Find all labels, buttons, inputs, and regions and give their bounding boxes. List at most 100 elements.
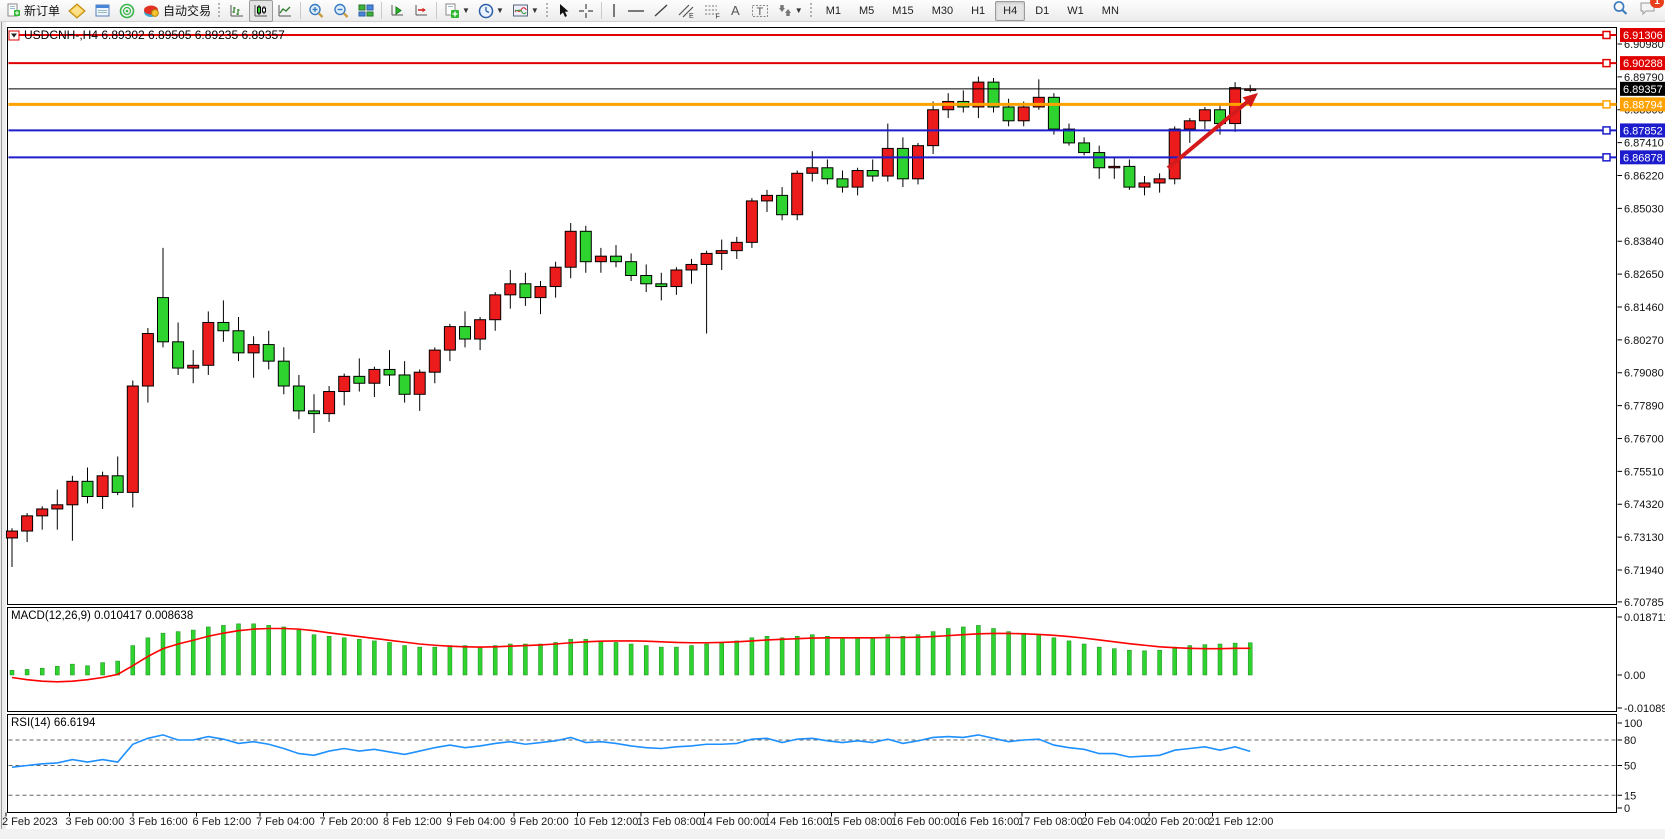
- macd-bar: [553, 642, 558, 676]
- fibonacci-button[interactable]: F: [699, 0, 725, 22]
- candle-bullish: [368, 368, 381, 384]
- price-badge-label: 6.90288: [1623, 58, 1663, 70]
- candle-bearish: [640, 275, 653, 285]
- search-icon[interactable]: [1612, 0, 1629, 21]
- periods-clock-icon: [478, 3, 494, 19]
- auto-scroll-icon: [389, 3, 405, 18]
- date-label: 6 Feb 12:00: [193, 816, 252, 828]
- candle-bullish: [761, 194, 773, 202]
- candle-bullish: [141, 333, 154, 387]
- candle-bearish: [217, 321, 230, 332]
- zoom-out-button[interactable]: [329, 0, 354, 22]
- candle-bullish: [912, 145, 924, 180]
- cursor-button[interactable]: [553, 0, 574, 22]
- timeframe-button-m1[interactable]: M1: [825, 4, 841, 17]
- candle-bullish: [66, 480, 79, 506]
- arrows-button[interactable]: ▼: [773, 0, 807, 22]
- new-order-button[interactable]: 新订单: [2, 0, 64, 22]
- candle-bearish: [1047, 96, 1060, 130]
- price-badge: [1620, 150, 1665, 165]
- rsi-tick-label: 100: [1624, 718, 1642, 730]
- template-button[interactable]: ▼: [508, 0, 543, 22]
- crosshair-button[interactable]: [574, 0, 598, 22]
- candle-bullish: [21, 515, 34, 532]
- auto-scroll-button[interactable]: [385, 0, 409, 22]
- timeframe-button-m15[interactable]: M15: [892, 4, 914, 17]
- cursor-icon: [557, 3, 570, 18]
- auto-trading-button[interactable]: 自动交易: [139, 0, 215, 22]
- price-tick-label: 6.86220: [1624, 170, 1664, 182]
- text-button[interactable]: A: [725, 0, 747, 22]
- timeframe-button-m30[interactable]: M30: [931, 4, 954, 17]
- equidistant-channel-button[interactable]: E: [673, 0, 699, 22]
- candle-bullish: [1138, 182, 1151, 188]
- text-icon: A: [729, 3, 743, 18]
- macd-bar: [945, 628, 951, 676]
- macd-bar: [976, 625, 981, 676]
- trendline-button[interactable]: [649, 0, 673, 22]
- notification-bubble-icon[interactable]: 1: [1639, 0, 1664, 21]
- macd-bar: [794, 636, 800, 676]
- price-tick-label: 6.85030: [1624, 203, 1664, 215]
- rsi-label: RSI(14) 66.6194: [11, 717, 96, 729]
- signals-button[interactable]: [115, 0, 139, 22]
- timeframe-button-w1[interactable]: W1: [1067, 4, 1084, 17]
- macd-tick-label: 0.00: [1624, 670, 1645, 682]
- marketwatch-button[interactable]: [64, 0, 90, 22]
- candle-bullish: [504, 283, 517, 296]
- timeframe-button-d1[interactable]: D1: [1035, 4, 1050, 17]
- toolbar-separator: [600, 2, 602, 19]
- candlestick-chart-button[interactable]: [249, 0, 274, 22]
- macd-bar: [477, 646, 483, 676]
- level-handle[interactable]: [1602, 126, 1611, 135]
- price-tick-label: 6.74320: [1624, 499, 1664, 511]
- vertical-line-button[interactable]: [605, 0, 623, 22]
- new-chart-icon: [444, 3, 460, 19]
- rsi-tick-label: 80: [1624, 735, 1636, 747]
- candle-bearish: [111, 475, 124, 493]
- level-handle[interactable]: [1602, 58, 1611, 68]
- toolbar-right: 1: [1612, 0, 1665, 21]
- tile-windows-button[interactable]: [354, 0, 378, 22]
- macd-bar: [372, 640, 377, 676]
- candle-bullish: [927, 109, 940, 147]
- text-label-button[interactable]: T: [747, 0, 773, 22]
- periods-button[interactable]: ▼: [474, 0, 508, 22]
- dropdown-caret: ▼: [462, 6, 470, 15]
- line-chart-button[interactable]: [273, 0, 297, 22]
- macd-bar: [462, 645, 468, 676]
- trend-arrow[interactable]: [1166, 96, 1254, 170]
- timeframe-button-h1[interactable]: H1: [971, 4, 986, 17]
- macd-bar: [704, 643, 709, 676]
- timeframe-button-h4[interactable]: H4: [995, 0, 1026, 21]
- macd-bar: [402, 645, 407, 676]
- trend-arrow-head[interactable]: [1242, 93, 1258, 108]
- date-label: 7 Feb 20:00: [320, 816, 379, 828]
- horizontal-line-button[interactable]: [623, 0, 649, 22]
- bar-chart-button[interactable]: [225, 0, 249, 22]
- level-handle[interactable]: [1602, 30, 1611, 40]
- level-handle[interactable]: [1602, 153, 1611, 162]
- macd-bar: [251, 623, 256, 676]
- candle-bullish: [534, 286, 547, 299]
- candle-bullish: [1168, 128, 1181, 180]
- timeframe-button-mn[interactable]: MN: [1101, 4, 1119, 17]
- candle-bearish: [292, 385, 305, 412]
- candle-bullish: [36, 508, 49, 517]
- macd-bar: [674, 646, 679, 676]
- terminal-button[interactable]: [90, 0, 115, 22]
- new-chart-button[interactable]: ▼: [440, 0, 474, 22]
- level-handle[interactable]: [1602, 100, 1611, 109]
- dropdown-caret: ▼: [495, 6, 504, 15]
- macd-bar: [341, 637, 347, 676]
- zoom-in-button[interactable]: [304, 0, 329, 22]
- signals-icon: [119, 3, 135, 19]
- timeframe-toolbar: M1 M5 M15 M30 H1 H4 D1 W1 MN: [817, 0, 1128, 21]
- candle-bearish: [308, 410, 320, 415]
- chart-shift-button[interactable]: [409, 0, 433, 22]
- timeframe-button-m5[interactable]: M5: [859, 4, 875, 17]
- chart-canvas[interactable]: 6.909806.897906.886006.874106.862206.850…: [0, 22, 1665, 839]
- price-badge-label: 6.88794: [1623, 99, 1663, 111]
- toolbar-separator: [381, 2, 383, 19]
- macd-bar: [689, 645, 694, 676]
